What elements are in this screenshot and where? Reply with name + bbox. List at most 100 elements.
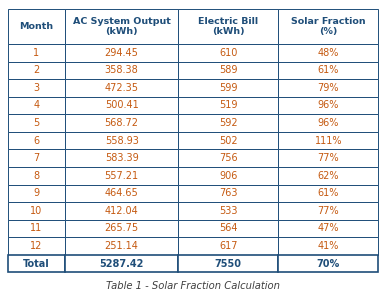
Bar (8, 62, 65, 79)
Text: 96%: 96% (318, 118, 339, 128)
Text: 9: 9 (33, 188, 39, 198)
Bar (178, 132, 278, 149)
Text: 77%: 77% (317, 153, 339, 163)
Text: 3: 3 (33, 83, 39, 93)
Text: 79%: 79% (318, 83, 339, 93)
Text: 11: 11 (30, 223, 42, 234)
Bar (178, 9, 278, 44)
Text: 70%: 70% (317, 258, 340, 268)
Text: 5: 5 (33, 118, 39, 128)
Bar (178, 79, 278, 97)
Bar (278, 202, 378, 220)
Text: AC System Output
(kWh): AC System Output (kWh) (73, 17, 171, 36)
Text: 592: 592 (219, 118, 237, 128)
Text: 77%: 77% (317, 206, 339, 216)
Bar (8, 132, 65, 149)
Bar (178, 184, 278, 202)
Bar (8, 255, 65, 272)
Bar (178, 149, 278, 167)
Bar (278, 255, 378, 272)
Bar (178, 202, 278, 220)
Text: 502: 502 (219, 136, 237, 146)
Text: 519: 519 (219, 100, 237, 110)
Bar (178, 97, 278, 114)
Text: 763: 763 (219, 188, 237, 198)
Text: 7550: 7550 (215, 258, 242, 268)
Bar (65, 237, 178, 255)
Bar (65, 79, 178, 97)
Bar (178, 255, 278, 272)
Bar (65, 114, 178, 132)
Bar (65, 97, 178, 114)
Text: 251.14: 251.14 (105, 241, 139, 251)
Text: 6: 6 (33, 136, 39, 146)
Text: Electric Bill
(kWh): Electric Bill (kWh) (198, 17, 258, 36)
Text: 265.75: 265.75 (105, 223, 139, 234)
Bar (278, 114, 378, 132)
Text: 558.93: 558.93 (105, 136, 139, 146)
Bar (65, 184, 178, 202)
Bar (278, 149, 378, 167)
Text: 7: 7 (33, 153, 39, 163)
Bar (8, 184, 65, 202)
Bar (65, 255, 178, 272)
Text: 4: 4 (33, 100, 39, 110)
Bar (65, 202, 178, 220)
Text: 358.38: 358.38 (105, 65, 139, 75)
Text: 500.41: 500.41 (105, 100, 139, 110)
Bar (178, 220, 278, 237)
Bar (65, 62, 178, 79)
Text: 589: 589 (219, 65, 237, 75)
Bar (8, 44, 65, 62)
Text: Table 1 - Solar Fraction Calculation: Table 1 - Solar Fraction Calculation (106, 281, 280, 291)
Bar (8, 202, 65, 220)
Bar (278, 97, 378, 114)
Text: 533: 533 (219, 206, 237, 216)
Text: 5287.42: 5287.42 (100, 258, 144, 268)
Text: 61%: 61% (318, 65, 339, 75)
Bar (278, 132, 378, 149)
Text: 48%: 48% (318, 48, 339, 58)
Text: 568.72: 568.72 (105, 118, 139, 128)
Bar (65, 132, 178, 149)
Bar (278, 79, 378, 97)
Text: 564: 564 (219, 223, 237, 234)
Bar (8, 167, 65, 184)
Text: Month: Month (19, 22, 54, 31)
Bar (65, 220, 178, 237)
Bar (178, 62, 278, 79)
Text: 599: 599 (219, 83, 237, 93)
Bar (178, 114, 278, 132)
Text: 62%: 62% (318, 171, 339, 181)
Text: 47%: 47% (318, 223, 339, 234)
Text: 617: 617 (219, 241, 237, 251)
Text: 8: 8 (33, 171, 39, 181)
Bar (278, 184, 378, 202)
Bar (8, 79, 65, 97)
Bar (178, 167, 278, 184)
Text: 583.39: 583.39 (105, 153, 139, 163)
Bar (178, 237, 278, 255)
Bar (278, 9, 378, 44)
Text: 2: 2 (33, 65, 39, 75)
Text: Total: Total (23, 258, 50, 268)
Bar (65, 149, 178, 167)
Text: 906: 906 (219, 171, 237, 181)
Text: 41%: 41% (318, 241, 339, 251)
Bar (65, 167, 178, 184)
Text: 464.65: 464.65 (105, 188, 139, 198)
Text: 10: 10 (30, 206, 42, 216)
Text: 472.35: 472.35 (105, 83, 139, 93)
Text: 412.04: 412.04 (105, 206, 139, 216)
Text: 610: 610 (219, 48, 237, 58)
Bar (178, 44, 278, 62)
Bar (278, 220, 378, 237)
Bar (8, 220, 65, 237)
Bar (8, 237, 65, 255)
Bar (8, 9, 65, 44)
Bar (278, 44, 378, 62)
Text: 111%: 111% (315, 136, 342, 146)
Text: 557.21: 557.21 (105, 171, 139, 181)
Text: 756: 756 (219, 153, 237, 163)
Bar (278, 237, 378, 255)
